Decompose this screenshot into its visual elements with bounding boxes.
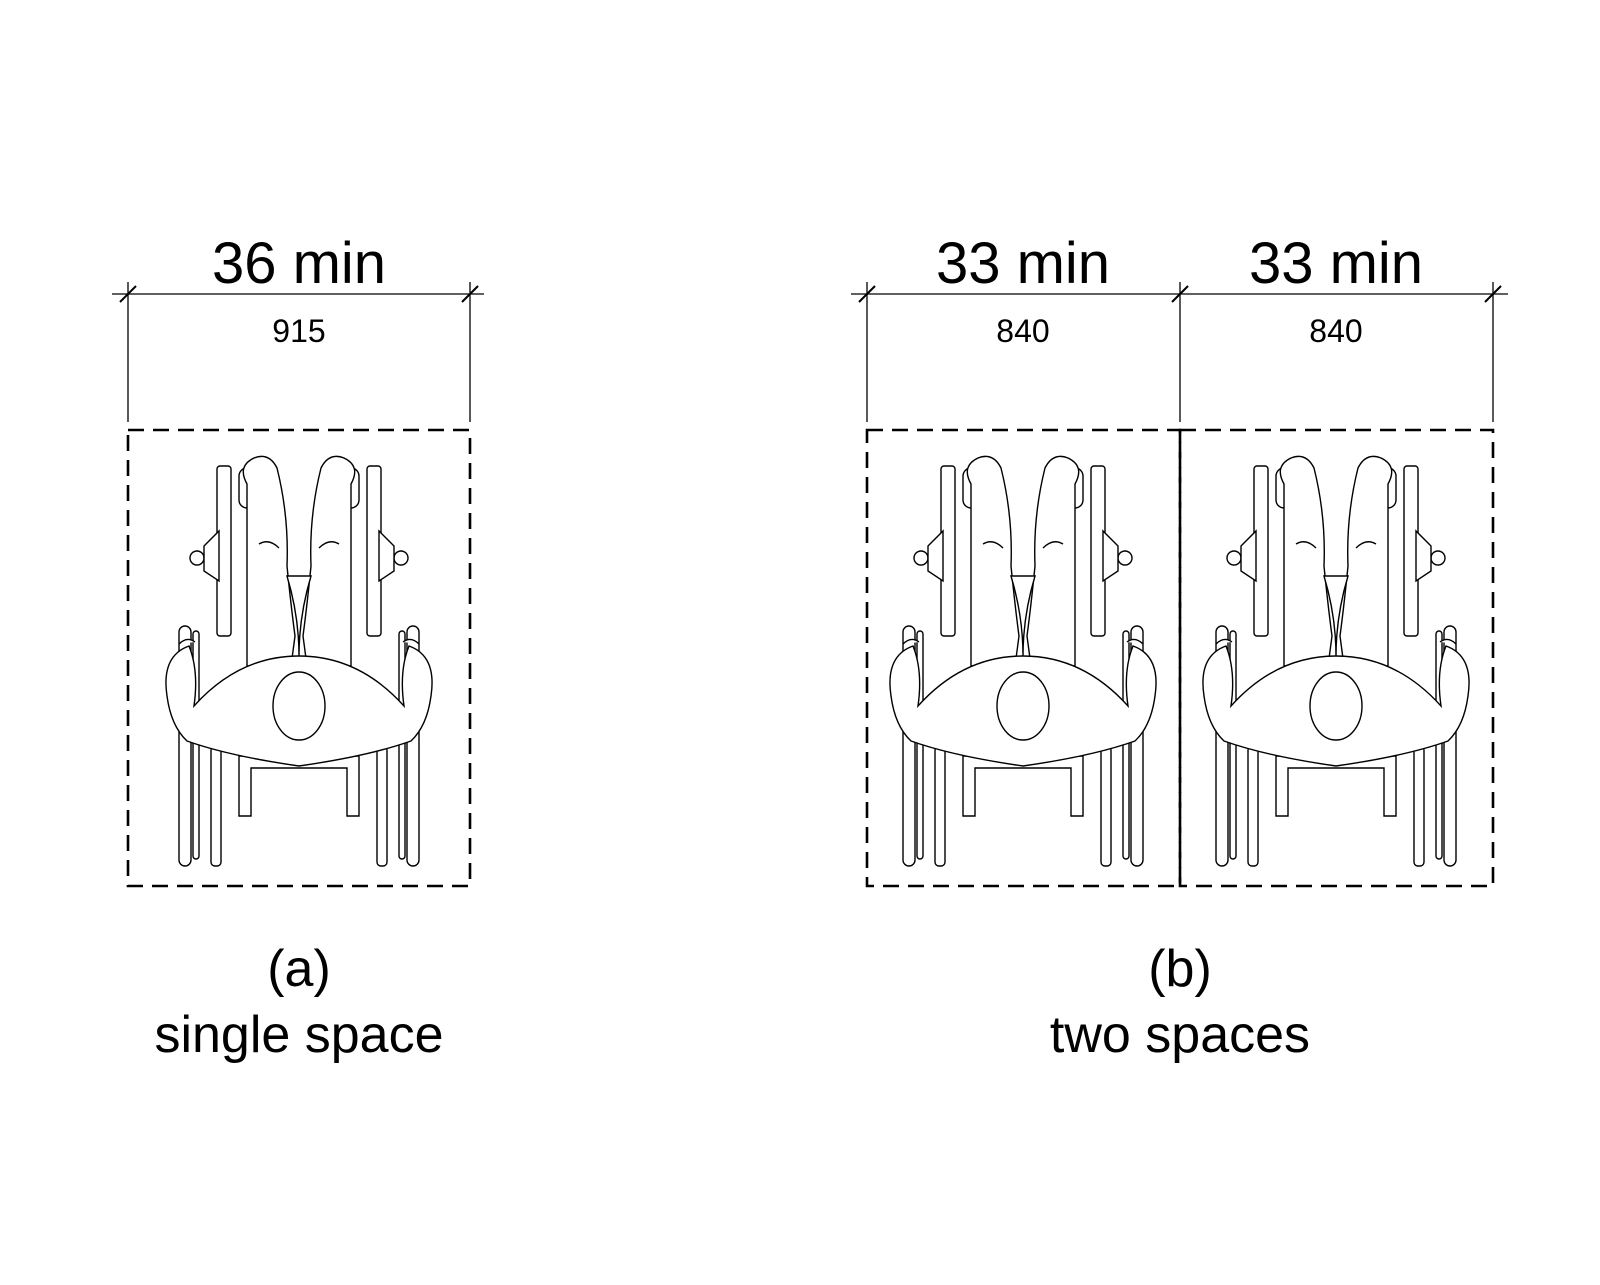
caption-letter-b: (b): [1148, 940, 1212, 998]
dimension-label-a: 36 min: [212, 231, 386, 296]
dimension-tick: [119, 285, 137, 303]
figure-b-two-spaces: 33 min 840 33 min 840 (b) two spaces: [851, 231, 1508, 1064]
dimension-label-b-right: 33 min: [1249, 231, 1423, 296]
caption-text-b: two spaces: [1050, 1006, 1310, 1064]
dimension-metric-a: 915: [272, 313, 325, 349]
caption-text-a: single space: [154, 1006, 443, 1064]
figure-a-single-space: 36 min 915 (a) single space: [112, 231, 484, 1064]
wheelchair-user-top-view-icon: [889, 455, 1157, 867]
wheelchair-user-top-view-icon: [1202, 455, 1470, 867]
wheelchair-user-top-view-icon: [165, 455, 433, 867]
caption-letter-a: (a): [267, 940, 331, 998]
dimension-label-b-left: 33 min: [936, 231, 1110, 296]
dimension-tick: [858, 285, 876, 303]
dimension-metric-b-left: 840: [996, 313, 1049, 349]
clear-space-outline-b-right: [1178, 428, 1495, 888]
dimension-tick: [1484, 285, 1502, 303]
dimension-metric-b-right: 840: [1309, 313, 1362, 349]
dimension-tick: [1171, 285, 1189, 303]
dimension-tick: [461, 285, 479, 303]
